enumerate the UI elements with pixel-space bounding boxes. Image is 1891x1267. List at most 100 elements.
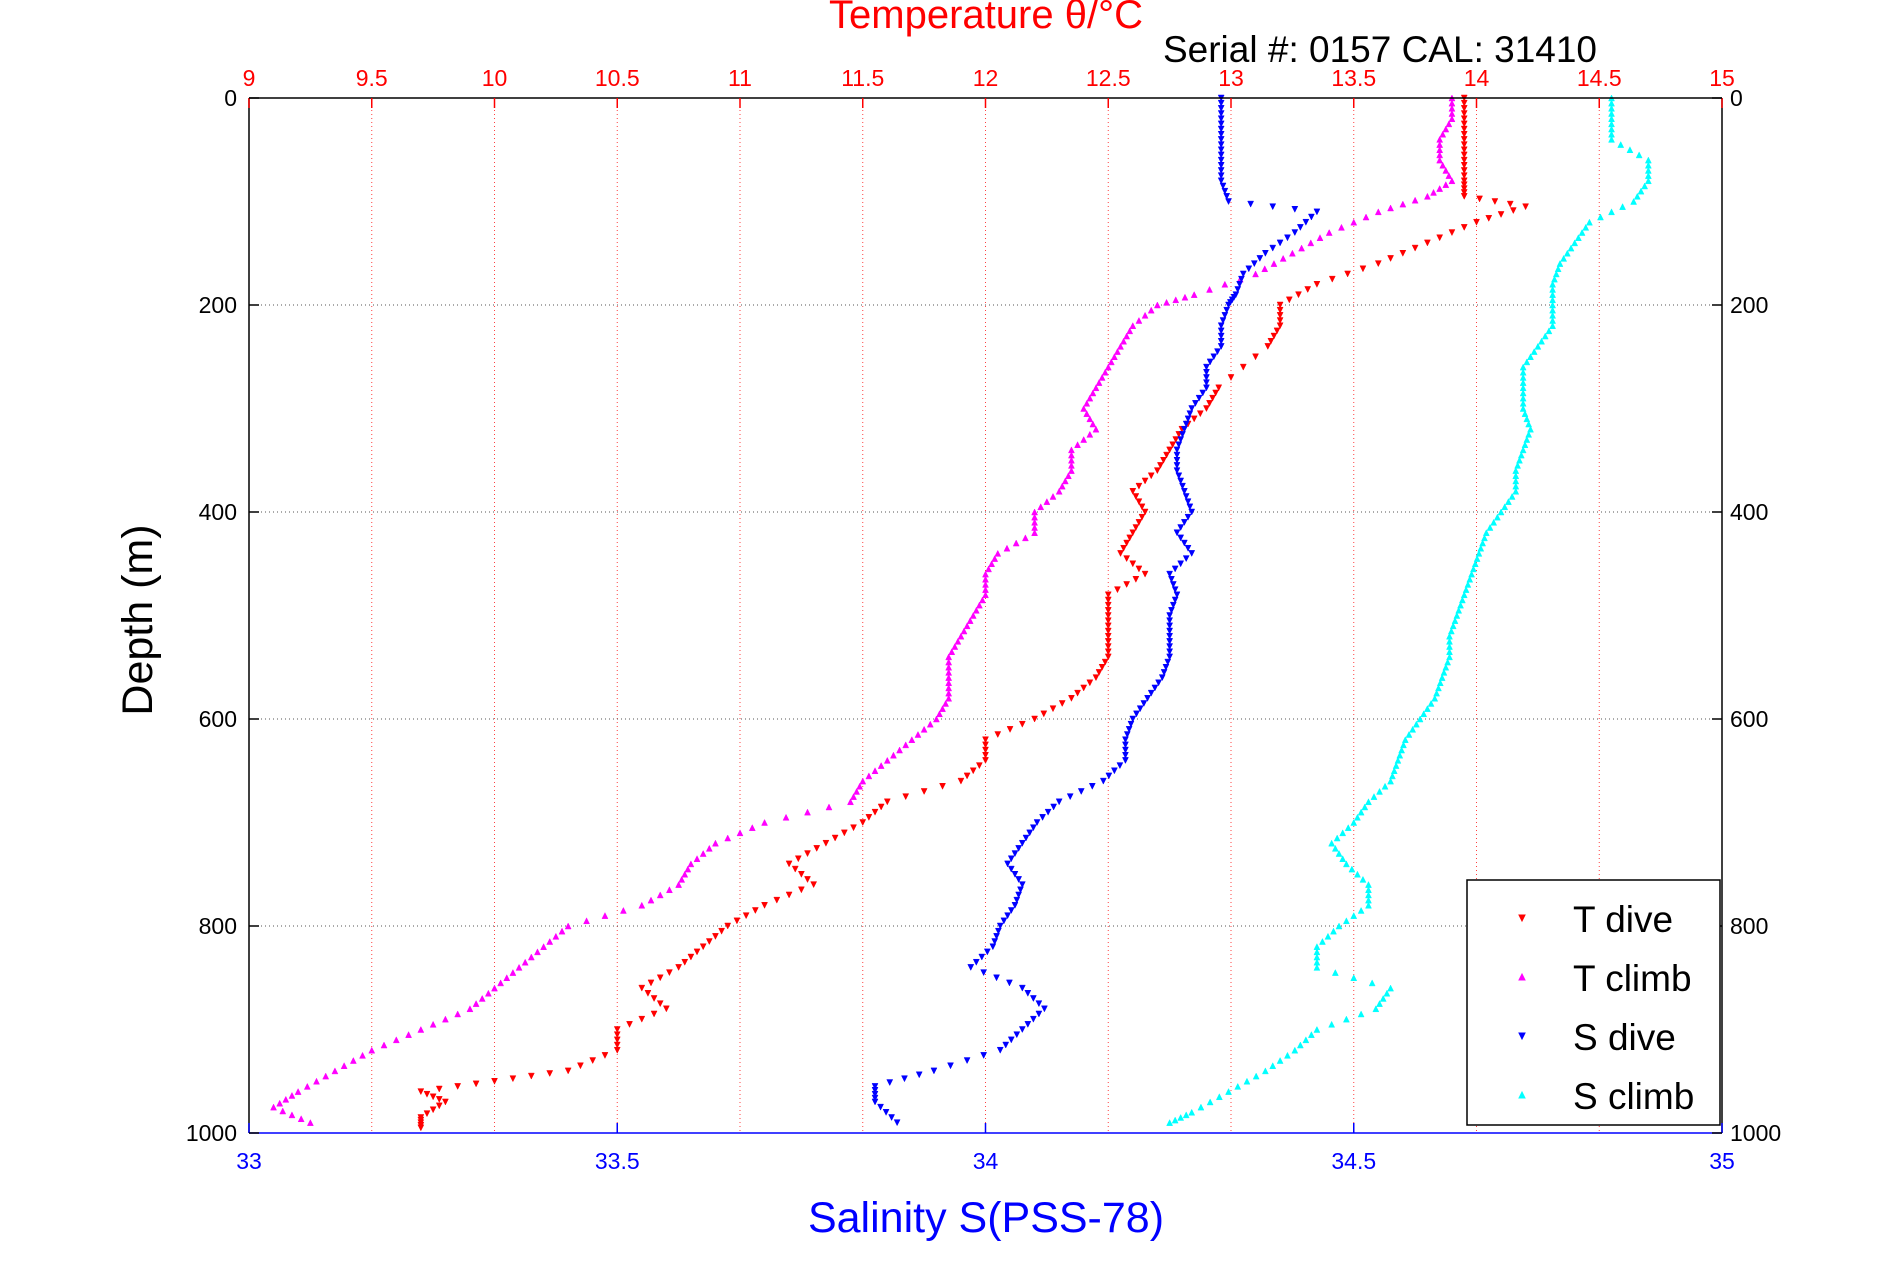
data-point [1276,301,1284,309]
data-point [1608,135,1615,143]
data-point [1316,234,1324,241]
data-point [1359,265,1367,273]
data-point [1123,731,1131,739]
data-point [1313,1025,1321,1033]
data-point [1486,523,1494,531]
data-point [1117,550,1124,557]
data-point [1223,193,1231,200]
data-point [914,730,922,738]
data-point [1460,136,1468,143]
data-point [1276,322,1284,330]
data-point [975,601,983,609]
data-point [1554,265,1562,273]
data-point [613,1026,621,1034]
data-point [1481,534,1488,542]
data-point [1018,984,1026,992]
data-point [491,984,498,992]
data-point [294,1088,302,1095]
data-point [1466,575,1474,583]
data-point [1485,215,1493,222]
data-point [1350,974,1358,981]
data-point [1460,189,1468,197]
data-point [1080,684,1088,692]
data-point [982,741,989,749]
data-point [1040,710,1048,718]
data-point [1460,185,1468,193]
data-point [993,933,1000,940]
data-point [613,1036,621,1044]
data-point [1288,249,1296,257]
data-point [1092,674,1100,682]
data-point [1104,638,1112,645]
data-point [1493,513,1501,521]
data-point [1101,658,1109,666]
data-point [1086,679,1094,687]
data-point [613,1031,621,1039]
data-point [1423,192,1431,200]
data-point [1435,684,1442,692]
data-point [1464,580,1472,588]
data-point [1296,224,1304,231]
data-point [1160,669,1168,676]
right-tick-label: 600 [1730,706,1768,732]
data-point [960,627,968,635]
data-point [1173,591,1181,599]
data-point [1534,342,1542,350]
data-point [978,953,986,961]
data-point [1261,1067,1269,1075]
data-point [1460,162,1468,169]
data-point [982,736,989,744]
data-point [1110,767,1118,775]
data-point [1313,281,1321,288]
data-point [705,938,713,946]
data-point [1324,932,1332,940]
data-point [1460,167,1468,175]
data-point [1362,213,1370,221]
data-point [1339,855,1347,862]
data-point [1110,353,1118,360]
data-point [466,1005,474,1013]
data-point [1166,643,1174,651]
data-point [1582,223,1590,231]
data-point [877,1103,884,1111]
data-point [1383,989,1391,997]
series-s-climb [1166,94,1652,1126]
data-point [1276,1056,1284,1064]
data-point [951,642,959,650]
data-point [1018,1026,1026,1034]
data-point [1509,207,1517,215]
data-point [1147,472,1155,480]
data-point [1041,1005,1048,1013]
data-point [1350,218,1358,226]
data-point [785,860,793,868]
data-point [1217,115,1225,123]
data-point [963,1057,971,1065]
data-point [1024,990,1032,997]
data-point [1104,607,1112,614]
data-point [1626,146,1634,153]
data-point [718,927,725,935]
data-point [1608,208,1615,216]
data-point [1061,477,1069,485]
data-point [1172,436,1180,444]
data-point [1328,1020,1336,1028]
data-point [417,1088,425,1096]
data-point [1527,353,1534,360]
data-point [1460,110,1468,118]
data-point [1357,1010,1365,1018]
left-tick-label: 800 [199,913,237,939]
data-point [509,1075,517,1083]
data-point [975,762,983,770]
data-point [1217,136,1225,143]
data-point [850,793,857,800]
data-point [1017,886,1024,894]
top-tick-label: 13 [1218,65,1244,91]
data-point [1460,172,1468,180]
data-point [626,1021,633,1028]
data-point [1166,622,1174,630]
data-point [1190,415,1198,423]
axes-layer: 9 9.5 10 10.5 11 11.5 12 12.5 13 13.5 14 14.5 15 33 33… [186,65,1781,1174]
data-point [1129,560,1137,568]
data-point [1438,674,1446,681]
data-point [1132,493,1140,501]
